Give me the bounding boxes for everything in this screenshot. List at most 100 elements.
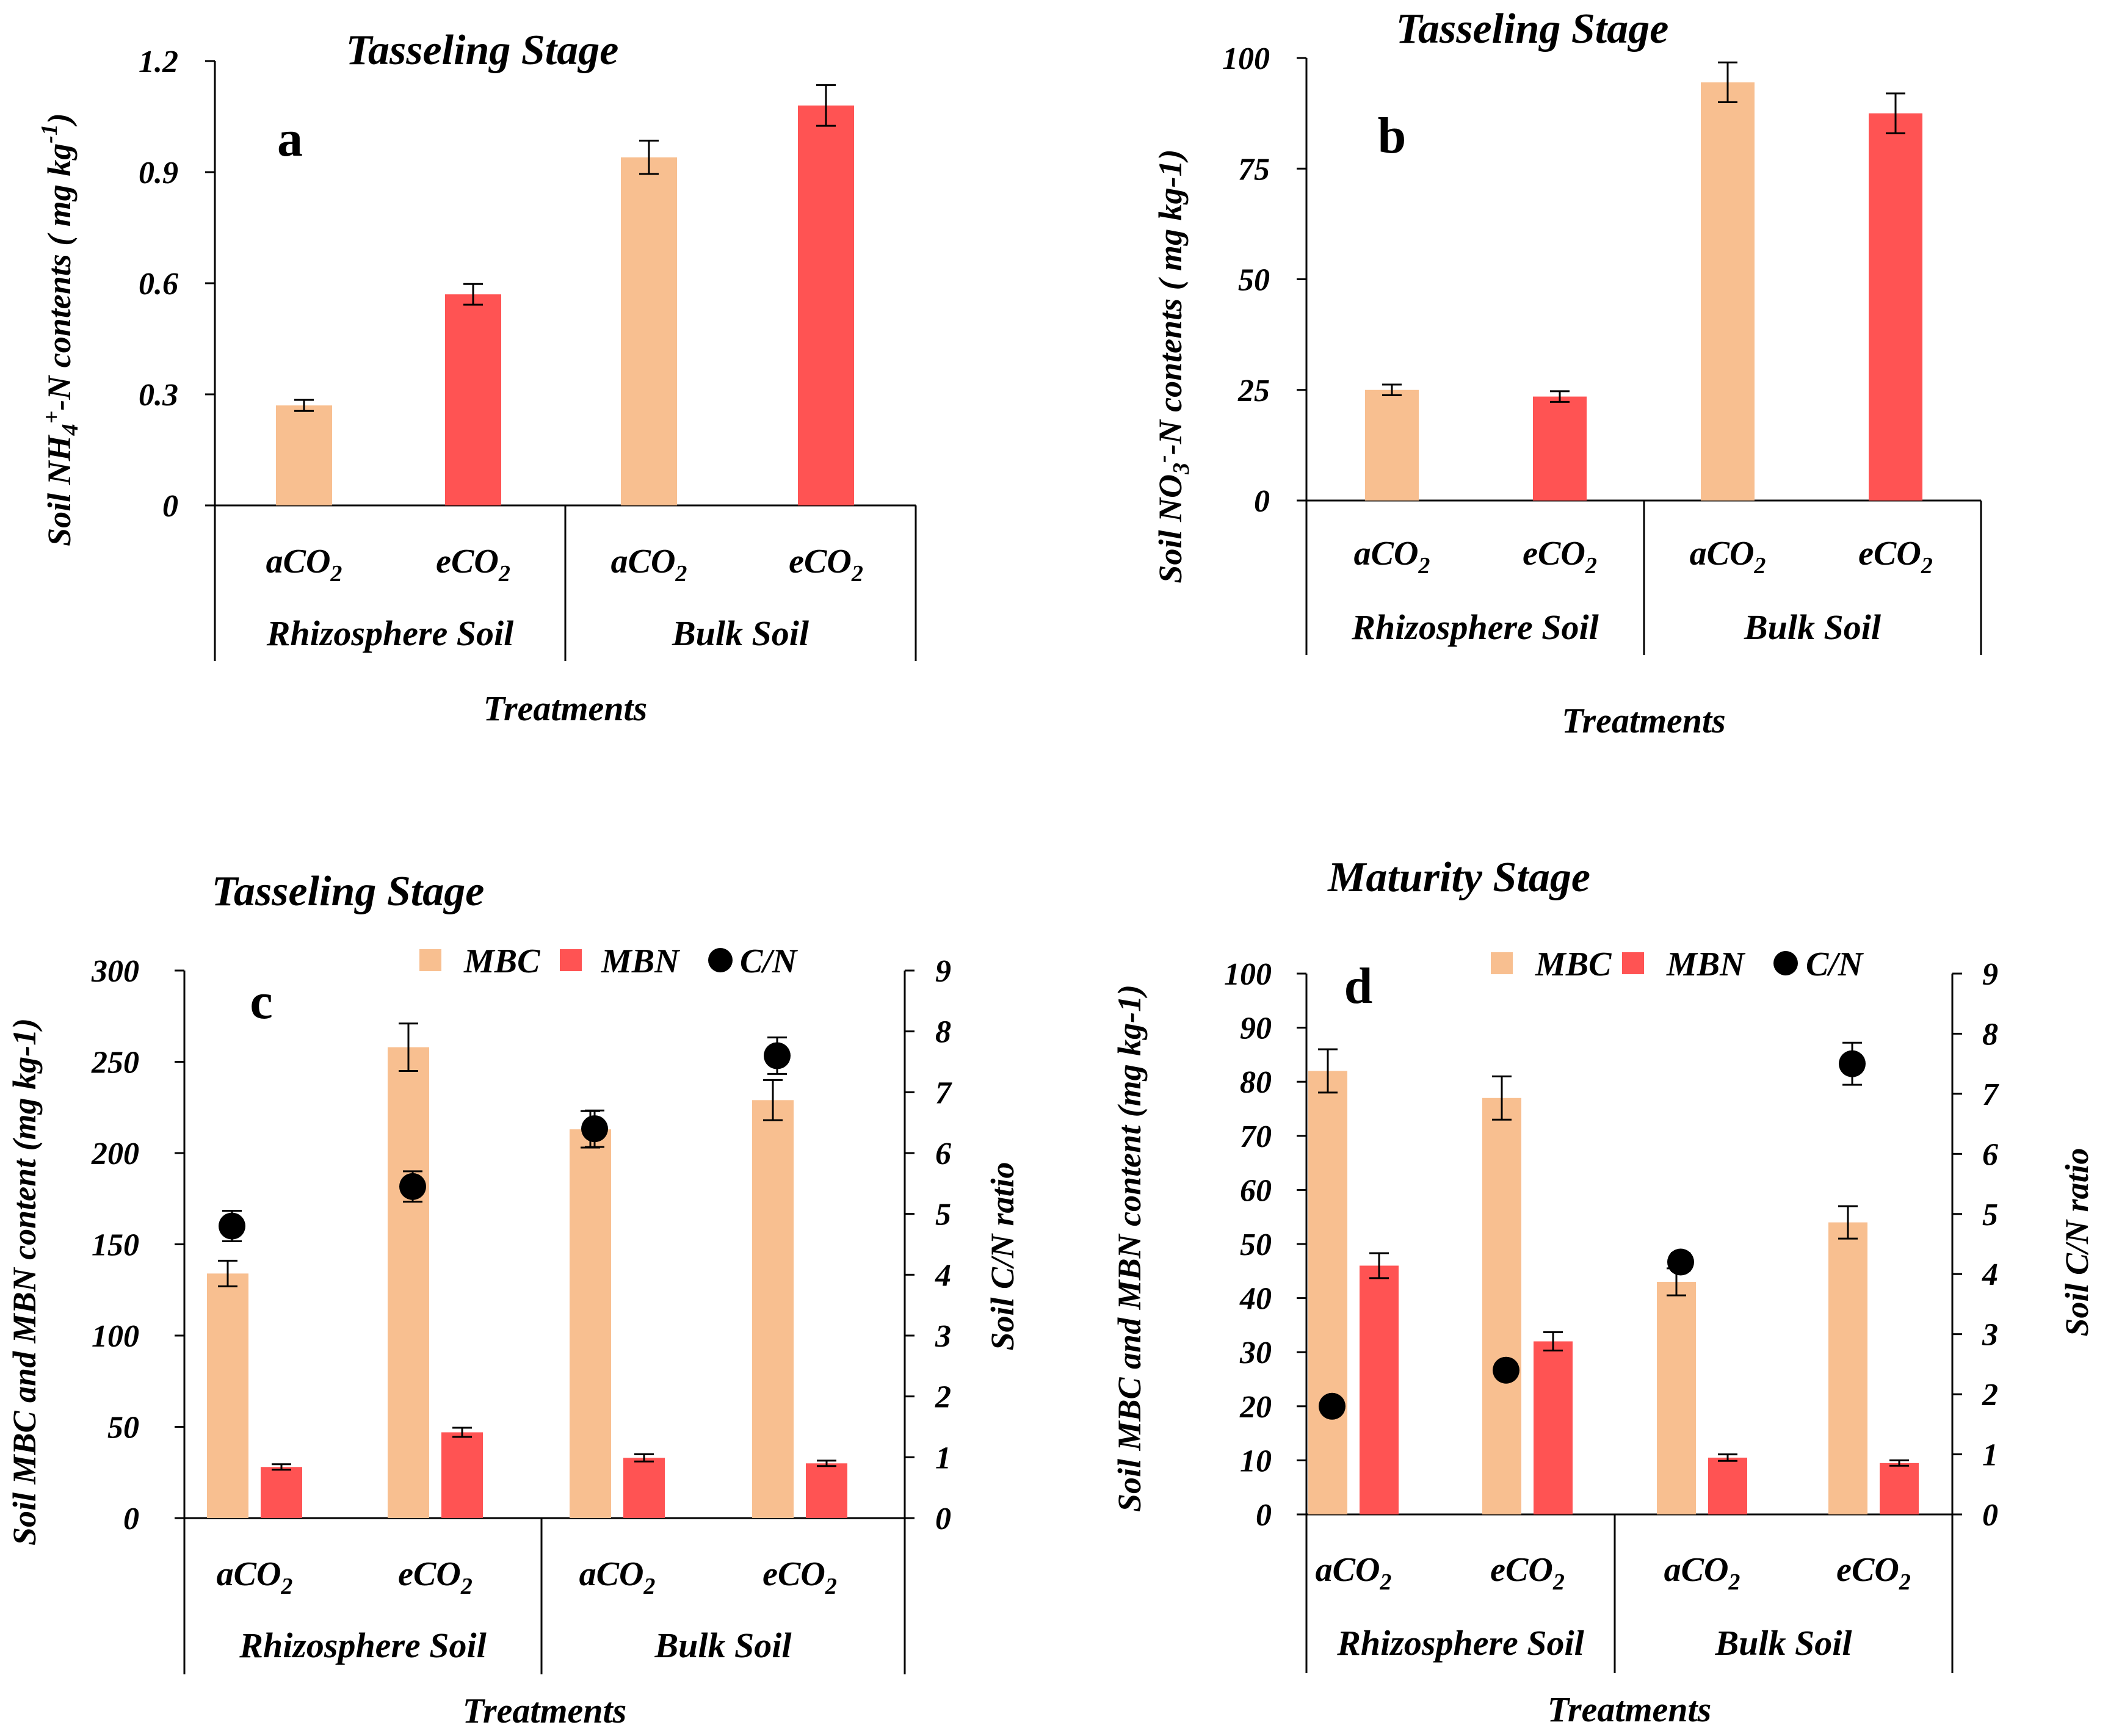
bar-mbc (207, 1273, 248, 1518)
y2-axis-title: Soil C/N ratio (2059, 1148, 2095, 1336)
group-label-rhizosphere: Rhizosphere Soil (1351, 607, 1599, 647)
cn-point (219, 1212, 245, 1240)
y-tick-label: 100 (1222, 42, 1270, 76)
y-tick-label: 150 (92, 1228, 139, 1263)
cn-point (764, 1042, 791, 1069)
x-tick-label: eCO2 (762, 1555, 837, 1599)
chart-title: Tasseling Stage (212, 868, 485, 915)
group-label-rhizosphere: Rhizosphere Soil (266, 613, 514, 653)
chart-title: Maturity Stage (1327, 854, 1590, 901)
y-tick-label: 10 (1240, 1444, 1272, 1478)
y2-axis-title: Soil C/N ratio (984, 1162, 1021, 1350)
y-tick-label: 300 (91, 954, 139, 989)
y2-tick-label: 8 (1982, 1017, 1998, 1052)
y-tick-label: 75 (1238, 152, 1270, 187)
legend-label: MBC (463, 942, 540, 980)
bar-eco2 (1869, 113, 1922, 501)
y-tick-label: 50 (1238, 263, 1270, 298)
bar-mbc (752, 1100, 794, 1518)
bar-aco2 (276, 405, 332, 505)
bar-mbc (388, 1047, 429, 1518)
y-tick-label: 50 (1240, 1228, 1272, 1262)
x-tick-label: eCO2 (398, 1555, 473, 1599)
bar-mbc (1828, 1222, 1867, 1514)
group-label-rhizosphere: Rhizosphere Soil (1336, 1623, 1584, 1663)
bar-mbc (570, 1129, 611, 1518)
cn-point (1319, 1392, 1346, 1420)
y2-tick-label: 3 (935, 1319, 951, 1354)
x-tick-label: aCO2 (1664, 1551, 1740, 1595)
x-tick-label: eCO2 (1490, 1551, 1565, 1595)
y-tick-label: 80 (1240, 1065, 1272, 1100)
x-tick-label: aCO2 (266, 543, 342, 587)
x-tick-label: aCO2 (611, 543, 687, 587)
x-tick-label: aCO2 (1690, 535, 1766, 579)
bar-eco2 (445, 294, 501, 505)
y2-tick-label: 0 (935, 1502, 951, 1536)
y2-tick-label: 0 (1982, 1498, 1998, 1533)
bar-aco2 (1365, 389, 1419, 501)
y-tick-label: 30 (1239, 1336, 1272, 1370)
y-tick-label: 0 (123, 1502, 139, 1536)
y2-tick-label: 4 (935, 1258, 951, 1293)
chart-title: Tasseling Stage (1396, 5, 1669, 52)
y-tick-label: 100 (1224, 957, 1272, 992)
x-axis-title: Treatments (484, 689, 648, 728)
legend: MBC MBN C/N (419, 942, 799, 980)
bar-eco2 (1533, 396, 1587, 501)
y-tick-label: 100 (92, 1319, 139, 1354)
legend-marker (708, 948, 733, 972)
y2-tick-label: 5 (1982, 1198, 1998, 1232)
legend-label: MBN (601, 942, 681, 980)
panel-b: Tasseling Stage b 0 25 50 75 100 aCO2 eCO2 aCO2 eC… (1150, 5, 1982, 740)
bar-mbn (261, 1467, 302, 1518)
group-label-bulk: Bulk Soil (672, 613, 810, 653)
y-tick-label: 25 (1237, 374, 1270, 408)
cn-point (581, 1115, 608, 1143)
bar-mbn (806, 1463, 847, 1518)
y2-tick-label: 7 (935, 1076, 952, 1110)
x-tick-label: aCO2 (579, 1555, 656, 1599)
y2-tick-label: 9 (935, 954, 951, 989)
y-tick-label: 250 (91, 1046, 139, 1080)
x-axis-title: Treatments (1548, 1690, 1712, 1729)
legend-label: C/N (1806, 946, 1864, 983)
legend-label: MBC (1535, 946, 1612, 983)
cn-point (399, 1173, 426, 1200)
bar-eco2 (798, 105, 854, 506)
legend-label: MBN (1666, 946, 1746, 983)
legend-marker (1773, 951, 1798, 975)
panel-letter: c (250, 973, 272, 1030)
y-tick-label: 60 (1240, 1173, 1272, 1208)
y2-tick-label: 5 (935, 1198, 951, 1232)
y-axis-title: Soil MBC and MBN content (mg kg-1) (1111, 985, 1148, 1512)
y-axis-title: Soil NO3--N contents ( mg kg-1) (1150, 149, 1194, 583)
bar-mbc (1657, 1282, 1696, 1514)
y-tick-label: 0 (162, 489, 178, 524)
bar-mbn (1534, 1341, 1573, 1514)
bar-aco2 (621, 157, 677, 505)
x-tick-label: eCO2 (1836, 1551, 1911, 1595)
x-axis-title: Treatments (463, 1691, 627, 1731)
bar-mbn (441, 1432, 483, 1518)
panel-letter: b (1378, 107, 1407, 164)
legend-swatch (419, 949, 441, 971)
y-tick-label: 0.6 (139, 267, 178, 302)
bar-mbn (1708, 1457, 1747, 1514)
y2-tick-label: 9 (1982, 957, 1998, 992)
y-tick-label: 1.2 (139, 45, 178, 79)
bar-mbn (1360, 1265, 1399, 1514)
y2-tick-label: 6 (935, 1137, 951, 1171)
y-tick-label: 70 (1240, 1119, 1272, 1154)
bar-mbc (1308, 1071, 1347, 1514)
legend-label: C/N (740, 942, 799, 980)
group-label-bulk: Bulk Soil (654, 1626, 792, 1665)
y-tick-label: 50 (107, 1411, 139, 1445)
cn-point (1839, 1050, 1866, 1077)
panel-letter: a (277, 110, 303, 167)
bar-aco2 (1701, 82, 1755, 501)
y-tick-label: 0 (1256, 1498, 1272, 1533)
y2-tick-label: 1 (1982, 1438, 1998, 1473)
y-tick-label: 0.3 (139, 378, 178, 413)
y2-tick-label: 7 (1982, 1077, 1999, 1112)
